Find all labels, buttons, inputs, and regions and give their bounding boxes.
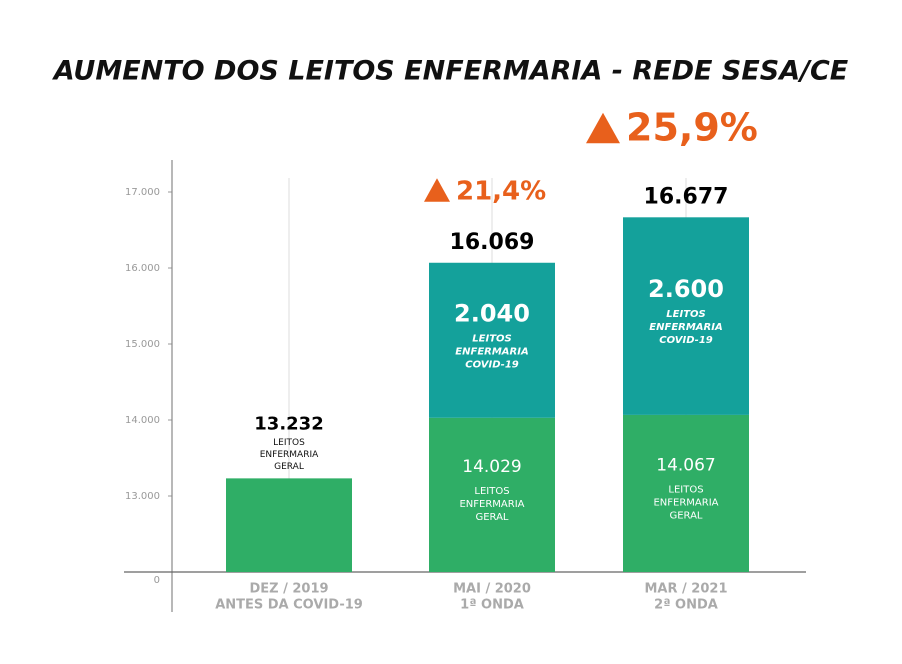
growth-label: 21,4% [456, 177, 546, 207]
bar-segment [623, 414, 749, 572]
x-tick-label: MAI / 2020 [453, 582, 531, 597]
segment-label: ENFERMARIA [649, 322, 722, 333]
segment-label: LEITOS [666, 309, 705, 320]
segment-label: GERAL [669, 510, 702, 521]
segment-value-label: 14.067 [656, 455, 715, 475]
segment-label: GERAL [274, 462, 304, 472]
total-label: 13.232 [254, 413, 323, 434]
y-tick-label: 0 [154, 575, 160, 586]
growth-label: 25,9% [626, 106, 758, 150]
y-tick-label: 16.000 [125, 263, 160, 274]
y-tick-label: 15.000 [125, 339, 160, 350]
segment-label: ENFERMARIA [653, 497, 718, 508]
x-tick-label: ANTES DA COVID-19 [215, 598, 363, 613]
segment-label: LEITOS [474, 486, 509, 497]
segment-label: LEITOS [668, 484, 703, 495]
y-tick-label: 13.000 [125, 491, 160, 502]
x-tick-label: 2ª ONDA [654, 598, 718, 613]
segment-label: GERAL [475, 512, 508, 523]
segment-label: ENFERMARIA [459, 499, 524, 510]
segment-label: COVID-19 [659, 335, 713, 346]
y-tick-label: 17.000 [125, 187, 160, 198]
total-label: 16.069 [450, 230, 535, 255]
segment-label: COVID-19 [465, 359, 519, 370]
bar-segment [429, 417, 555, 572]
segment-label: LEITOS [472, 333, 511, 344]
segment-label: LEITOS [273, 438, 305, 448]
bar-segment [623, 217, 749, 415]
segment-value-label: 14.029 [462, 457, 521, 477]
growth-arrow [586, 112, 620, 144]
bar-segment [226, 478, 352, 572]
growth-arrow [424, 178, 450, 202]
y-tick-label: 14.000 [125, 415, 160, 426]
segment-label: ENFERMARIA [455, 346, 528, 357]
x-tick-label: DEZ / 2019 [249, 582, 328, 597]
x-tick-label: MAR / 2021 [645, 582, 728, 597]
segment-value-label: 2.040 [454, 299, 530, 327]
total-label: 16.677 [644, 184, 729, 209]
x-tick-label: 1ª ONDA [460, 598, 524, 613]
segment-value-label: 2.600 [648, 275, 724, 303]
chart-title: AUMENTO DOS LEITOS ENFERMARIA - REDE SES… [52, 56, 849, 87]
bar-segment [429, 262, 555, 418]
segment-label: ENFERMARIA [260, 450, 319, 460]
